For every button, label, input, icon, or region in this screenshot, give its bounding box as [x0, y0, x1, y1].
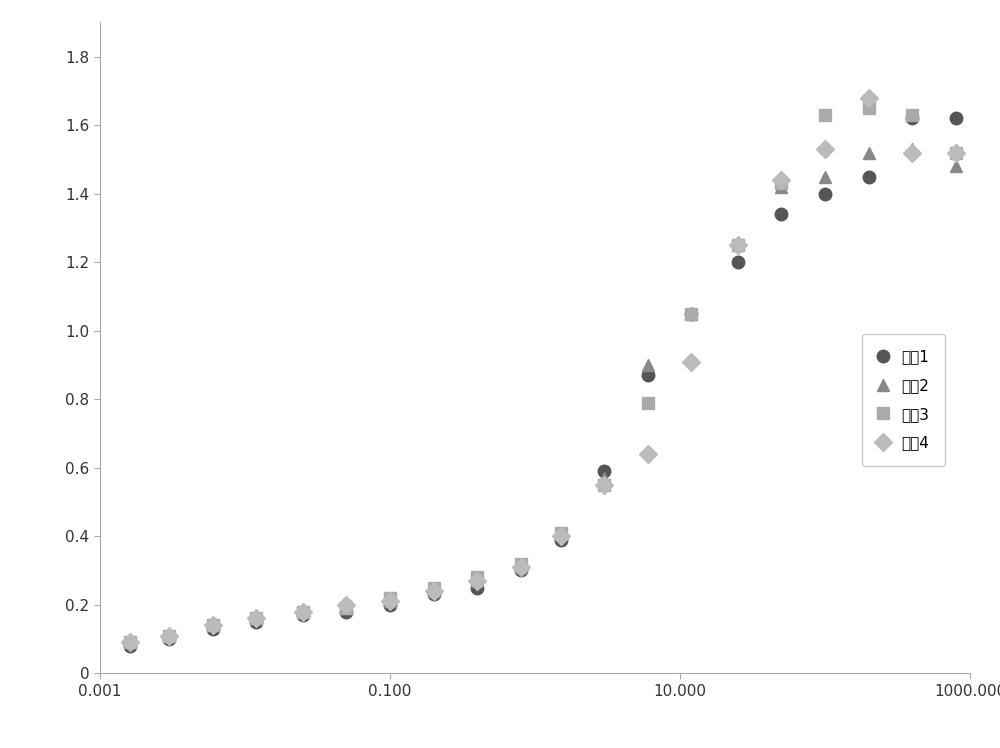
- 抗体2: [642, 361, 654, 370]
- 抗体4: [163, 631, 175, 640]
- 抗体2: [775, 183, 787, 191]
- 抗体1: [732, 258, 744, 267]
- 抗体1: [428, 590, 440, 599]
- 抗体4: [685, 357, 697, 366]
- 抗体4: [950, 148, 962, 157]
- 抗体3: [163, 631, 175, 640]
- 抗体1: [950, 114, 962, 123]
- 抗体2: [685, 309, 697, 318]
- 抗体2: [428, 586, 440, 595]
- 抗体1: [471, 583, 483, 592]
- 抗体1: [555, 535, 567, 544]
- 抗体2: [732, 241, 744, 250]
- 抗体1: [775, 209, 787, 218]
- 抗体3: [428, 583, 440, 592]
- 抗体2: [950, 162, 962, 171]
- 抗体4: [555, 532, 567, 541]
- 抗体1: [685, 309, 697, 318]
- 抗体1: [863, 172, 875, 181]
- Line: 抗体1: 抗体1: [123, 112, 962, 652]
- 抗体1: [297, 610, 309, 619]
- 抗体4: [863, 94, 875, 102]
- 抗体1: [515, 566, 527, 575]
- 抗体2: [819, 172, 831, 181]
- 抗体3: [515, 559, 527, 568]
- 抗体3: [950, 148, 962, 157]
- 抗体1: [906, 114, 918, 123]
- 抗体2: [207, 621, 219, 630]
- 抗体2: [555, 528, 567, 537]
- 抗体3: [732, 241, 744, 250]
- 抗体4: [642, 450, 654, 459]
- 抗体3: [297, 607, 309, 616]
- 抗体3: [555, 528, 567, 537]
- 抗体3: [863, 103, 875, 112]
- 抗体4: [471, 576, 483, 585]
- 抗体1: [207, 624, 219, 633]
- 抗体1: [384, 600, 396, 609]
- 抗体3: [340, 604, 352, 613]
- Line: 抗体3: 抗体3: [123, 102, 962, 649]
- 抗体4: [340, 600, 352, 609]
- 抗体4: [207, 621, 219, 630]
- 抗体2: [515, 562, 527, 571]
- 抗体3: [207, 621, 219, 630]
- 抗体2: [384, 597, 396, 606]
- 抗体1: [124, 641, 136, 650]
- 抗体1: [340, 607, 352, 616]
- 抗体3: [906, 111, 918, 120]
- 抗体4: [906, 148, 918, 157]
- 抗体4: [775, 176, 787, 185]
- 抗体3: [384, 593, 396, 602]
- 抗体3: [775, 179, 787, 188]
- 抗体2: [163, 631, 175, 640]
- 抗体2: [598, 473, 610, 482]
- Line: 抗体4: 抗体4: [123, 91, 962, 649]
- 抗体4: [250, 614, 262, 623]
- 抗体1: [163, 634, 175, 643]
- 抗体3: [124, 638, 136, 647]
- 抗体4: [124, 638, 136, 647]
- 抗体3: [685, 309, 697, 318]
- 抗体4: [384, 597, 396, 606]
- 抗体4: [428, 586, 440, 595]
- 抗体4: [598, 480, 610, 489]
- Line: 抗体2: 抗体2: [123, 143, 962, 649]
- 抗体4: [732, 241, 744, 250]
- 抗体4: [297, 607, 309, 616]
- 抗体3: [598, 480, 610, 489]
- 抗体4: [515, 562, 527, 571]
- 抗体2: [471, 576, 483, 585]
- 抗体1: [642, 371, 654, 380]
- 抗体2: [340, 604, 352, 613]
- 抗体3: [250, 614, 262, 623]
- 抗体2: [863, 148, 875, 157]
- 抗体2: [297, 607, 309, 616]
- 抗体1: [819, 189, 831, 198]
- 抗体3: [642, 398, 654, 407]
- 抗体4: [819, 144, 831, 153]
- 抗体2: [250, 614, 262, 623]
- 抗体3: [819, 111, 831, 120]
- 抗体1: [250, 617, 262, 626]
- Legend: 抗体1, 抗体2, 抗体3, 抗体4: 抗体1, 抗体2, 抗体3, 抗体4: [862, 334, 945, 466]
- 抗体2: [124, 638, 136, 647]
- 抗体3: [471, 573, 483, 582]
- 抗体2: [906, 144, 918, 153]
- 抗体1: [598, 467, 610, 476]
